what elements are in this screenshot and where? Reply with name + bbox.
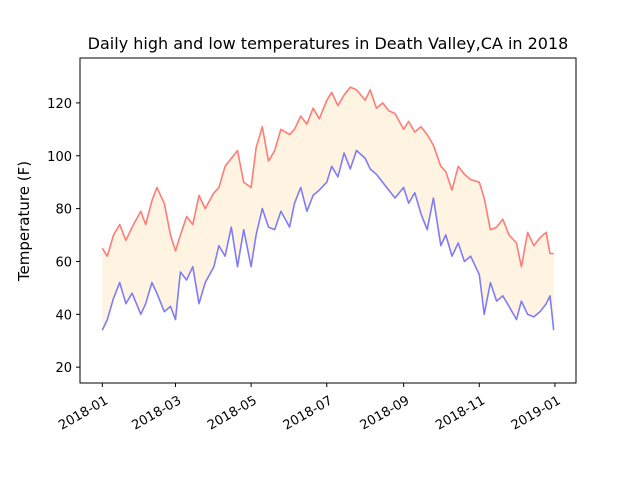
y-tick-label-120: 120 — [47, 97, 72, 112]
chart-title: Daily high and low temperatures in Death… — [88, 34, 569, 53]
y-tick-label-40: 40 — [55, 308, 72, 323]
y-tick-label-80: 80 — [55, 203, 72, 218]
y-axis-label: Temperature (F) — [15, 161, 33, 282]
y-tick-label-60: 60 — [55, 255, 72, 270]
y-tick-label-100: 100 — [47, 150, 72, 165]
axes-frame — [79, 57, 577, 384]
lows-line — [101, 149, 555, 331]
temperature-range-fill — [102, 87, 554, 331]
y-tick-label-20: 20 — [55, 361, 72, 376]
highs-line — [101, 86, 554, 268]
